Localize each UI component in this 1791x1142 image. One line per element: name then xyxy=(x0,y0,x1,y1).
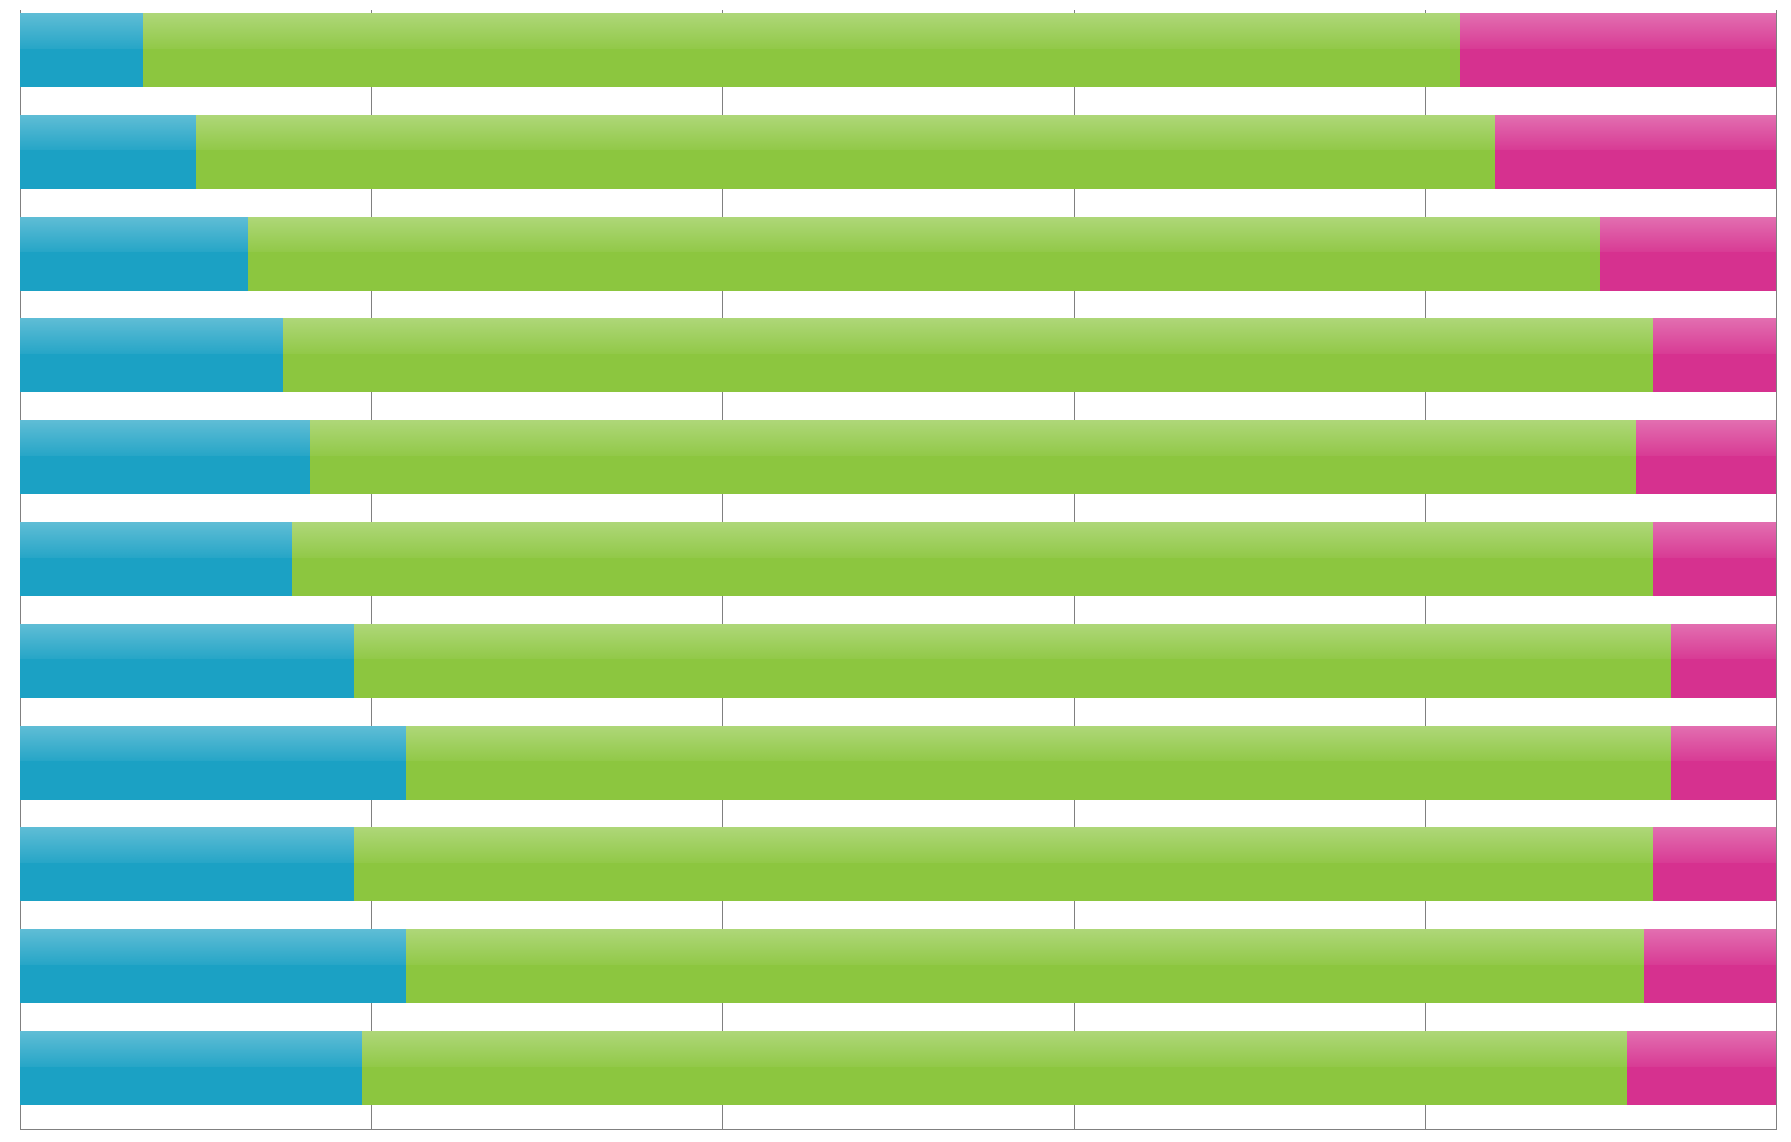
bar-segment-series3 xyxy=(1627,1031,1776,1105)
bar-row xyxy=(20,318,1776,392)
bar-segment-series3 xyxy=(1644,929,1776,1003)
bar-row xyxy=(20,1031,1776,1105)
bar-segment-series1 xyxy=(20,827,354,901)
bar-row xyxy=(20,522,1776,596)
bar-row xyxy=(20,624,1776,698)
bar-segment-series1 xyxy=(20,1031,362,1105)
bar-segment-series2 xyxy=(248,217,1600,291)
bar-segment-series2 xyxy=(310,420,1636,494)
bar-segment-series2 xyxy=(354,827,1653,901)
bar-segment-series1 xyxy=(20,115,196,189)
bar-segment-series2 xyxy=(283,318,1653,392)
bar-segment-series3 xyxy=(1653,522,1776,596)
bar-segment-series1 xyxy=(20,522,292,596)
bar-segment-series3 xyxy=(1495,115,1776,189)
bar-segment-series2 xyxy=(292,522,1653,596)
x-axis-line xyxy=(20,1129,1776,1130)
bar-segment-series2 xyxy=(362,1031,1626,1105)
bar-segment-series3 xyxy=(1600,217,1776,291)
bar-segment-series3 xyxy=(1636,420,1776,494)
bar-segment-series1 xyxy=(20,726,406,800)
bar-segment-series3 xyxy=(1653,827,1776,901)
bar-segment-series3 xyxy=(1460,13,1776,87)
bar-row xyxy=(20,13,1776,87)
bar-segment-series2 xyxy=(406,929,1644,1003)
bar-segment-series3 xyxy=(1653,318,1776,392)
bar-segment-series2 xyxy=(354,624,1671,698)
bar-segment-series1 xyxy=(20,420,310,494)
bar-segment-series3 xyxy=(1671,726,1776,800)
bar-row xyxy=(20,827,1776,901)
plot-area xyxy=(20,10,1776,1130)
bar-segment-series2 xyxy=(196,115,1495,189)
bar-segment-series1 xyxy=(20,318,283,392)
bar-row xyxy=(20,217,1776,291)
bar-segment-series2 xyxy=(406,726,1670,800)
bar-row xyxy=(20,726,1776,800)
bar-segment-series1 xyxy=(20,217,248,291)
bar-segment-series1 xyxy=(20,624,354,698)
bar-segment-series1 xyxy=(20,13,143,87)
stacked-bar-chart xyxy=(20,10,1776,1130)
bar-row xyxy=(20,420,1776,494)
bar-segment-series3 xyxy=(1671,624,1776,698)
bar-segment-series1 xyxy=(20,929,406,1003)
bar-row xyxy=(20,929,1776,1003)
bar-segment-series2 xyxy=(143,13,1460,87)
gridline xyxy=(1776,10,1777,1130)
bar-row xyxy=(20,115,1776,189)
